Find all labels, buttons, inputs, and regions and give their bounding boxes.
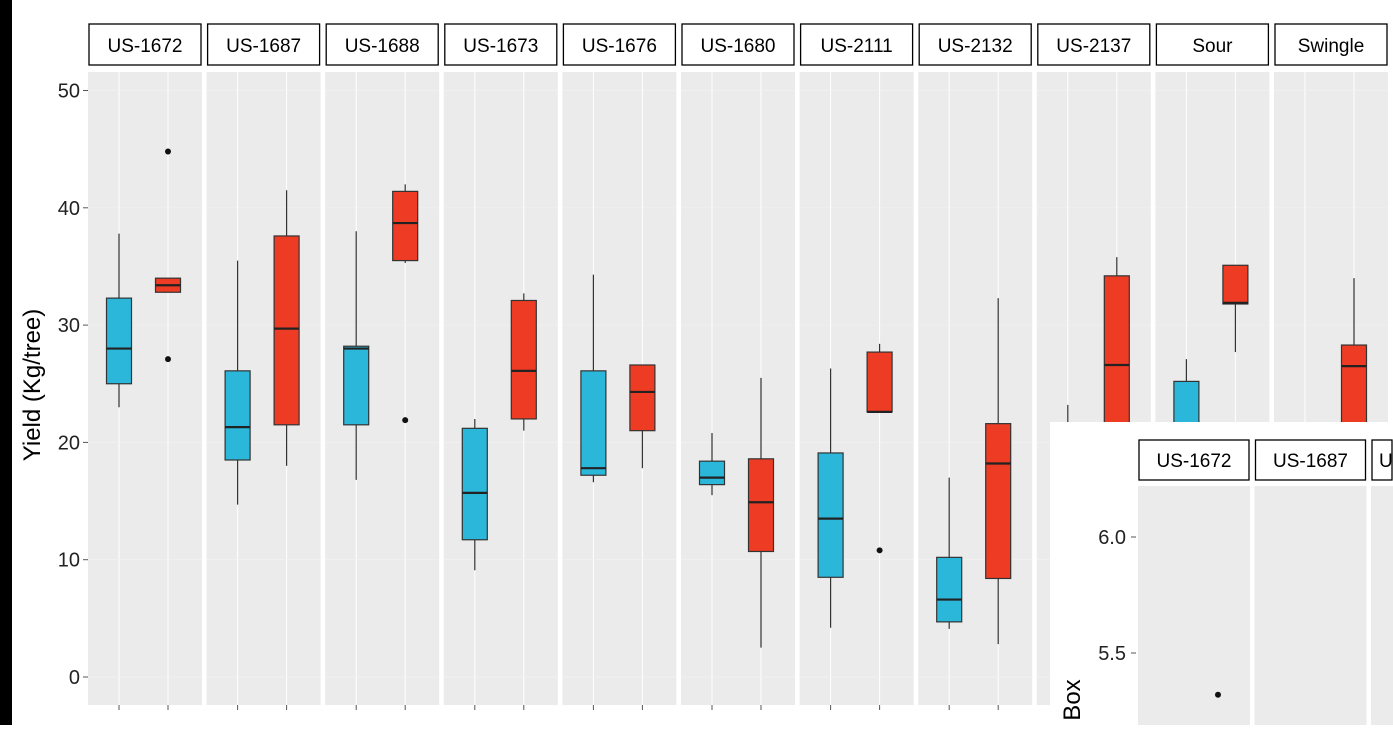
facet-strip-label: Sour — [1192, 36, 1233, 57]
inset-facet-strip-label: US-1687 — [1273, 451, 1348, 472]
facet-panel — [325, 72, 440, 705]
facet-strip-label: US-2132 — [938, 36, 1013, 57]
facet-strip-label: US-1672 — [108, 36, 183, 57]
box-iqr — [1103, 275, 1130, 444]
inset-facet-panel — [1254, 486, 1367, 725]
box-iqr — [698, 460, 726, 486]
facet-panel — [918, 72, 1033, 705]
facet-strip — [88, 23, 202, 66]
facet-strip-label: US-1673 — [463, 36, 538, 57]
box-iqr — [629, 364, 656, 432]
facet-strip — [206, 23, 321, 66]
facet-strip — [1274, 23, 1388, 66]
y-tick-label: 30 — [58, 315, 80, 337]
facet-strip-label: US-2137 — [1056, 36, 1131, 57]
box-iqr — [817, 452, 844, 578]
box-iqr — [224, 370, 251, 461]
inset-y-tick-label: 6.0 — [1098, 527, 1126, 549]
facet-strip-label: US-1688 — [345, 36, 420, 57]
y-tick-label: 10 — [58, 550, 80, 572]
y-tick-label: 20 — [58, 432, 80, 454]
facet-strip — [1037, 23, 1151, 66]
facet-strip-label: US-1687 — [226, 36, 301, 57]
facet-strip-label: US-1680 — [701, 36, 776, 57]
facet-strip — [799, 23, 914, 66]
box-iqr — [392, 190, 419, 262]
facet-panel — [206, 72, 321, 705]
inset-y-axis-label: Box — [1059, 679, 1086, 720]
inset-facet-panel — [1371, 486, 1393, 725]
facet-strip — [562, 23, 677, 66]
y-tick-label: 40 — [58, 198, 80, 220]
box-iqr — [273, 235, 300, 426]
facet-strip-label: US-2111 — [821, 36, 893, 57]
box-iqr — [866, 351, 893, 413]
inset-facet-panel — [1138, 486, 1250, 725]
inset-facet-strip — [1254, 439, 1367, 481]
inset-facet-strip — [1138, 439, 1250, 481]
box-iqr — [343, 345, 370, 426]
facet-strip-label: Swingle — [1298, 36, 1365, 57]
facet-panel — [443, 72, 558, 705]
inset-outlier-point — [1215, 691, 1221, 698]
box-iqr — [580, 370, 607, 476]
outlier-point — [402, 417, 409, 424]
y-tick-label: 0 — [69, 667, 80, 689]
facet-strip — [325, 23, 439, 66]
facet-panel — [88, 72, 202, 705]
box-iqr — [985, 423, 1012, 580]
box-iqr — [105, 297, 133, 385]
facet-panel — [562, 72, 677, 705]
facet-panel — [799, 72, 914, 705]
left-frame-band — [0, 0, 12, 725]
inset-y-tick-label: 5.5 — [1098, 643, 1126, 665]
inset-facet-strip-label: U — [1379, 451, 1393, 472]
facet-strip-label: US-1676 — [582, 36, 657, 57]
inset-facet-strip — [1371, 439, 1393, 481]
facet-strip — [444, 23, 558, 66]
box-iqr — [747, 458, 775, 553]
box-iqr — [510, 299, 537, 420]
inset-facet-strip-label: US-1672 — [1157, 451, 1232, 472]
box-iqr — [936, 556, 963, 623]
facet-strip — [918, 23, 1032, 66]
facet-strip — [1155, 23, 1270, 66]
outlier-point — [876, 547, 883, 554]
outlier-point — [165, 356, 171, 363]
box-iqr — [1222, 264, 1249, 305]
box-iqr — [461, 427, 488, 541]
outlier-point — [165, 148, 171, 155]
y-axis-label: Yield (Kg/tree) — [19, 309, 46, 462]
facet-panel — [681, 72, 795, 705]
facet-strip — [681, 23, 795, 66]
y-tick-label: 50 — [58, 81, 80, 103]
